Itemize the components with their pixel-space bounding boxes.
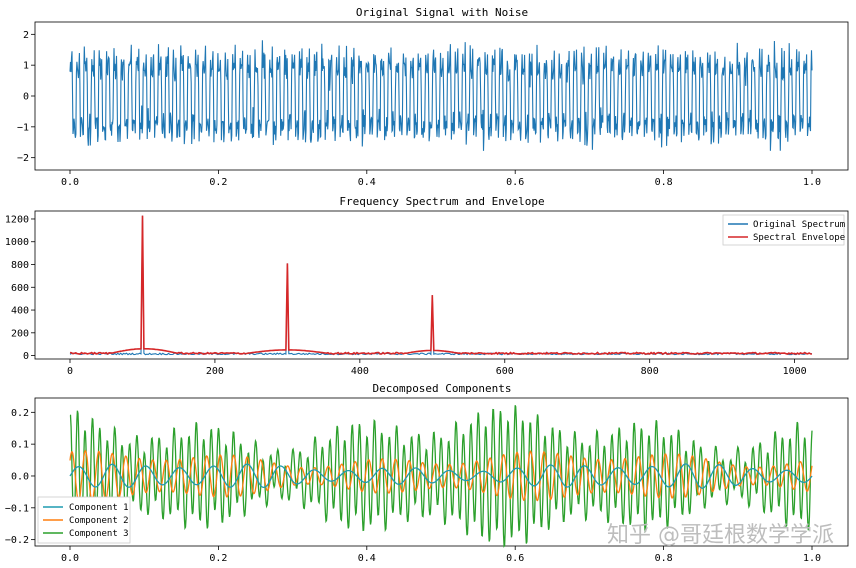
panel-original-signal: Original Signal with Noise 0.0 0.2 0.4 0.6 0… — [17, 6, 849, 188]
x-tick-label: 0.4 — [358, 177, 376, 188]
y-ticks: 1200 1000 800 600 400 200 0 — [5, 214, 35, 362]
y-ticks: 0.2 0.1 0.0 −0.1 −0.2 — [5, 408, 35, 546]
x-tick-label: 1.0 — [803, 177, 821, 188]
x-tick-label: 0.2 — [209, 553, 227, 564]
y-tick-label: −2 — [17, 153, 29, 164]
y-tick-label: 0.1 — [11, 440, 29, 451]
legend-label: Component 1 — [69, 503, 129, 513]
spectral-envelope-line — [69, 215, 813, 356]
component-1-line — [69, 463, 813, 489]
legend-label: Component 2 — [69, 516, 129, 526]
x-tick-label: 400 — [351, 366, 369, 377]
legend: Original Spectrum Spectral Envelope — [722, 214, 845, 246]
plot-frame — [34, 21, 849, 171]
x-tick-label: 600 — [496, 366, 514, 377]
original-spectrum-line — [69, 215, 813, 356]
y-tick-label: 0 — [23, 351, 29, 362]
x-ticks: 0 200 400 600 800 1000 — [67, 359, 807, 377]
watermark: 知乎 @哥廷根数学学派 — [607, 523, 834, 548]
x-tick-label: 0.4 — [358, 553, 376, 564]
y-ticks: 2 1 0 −1 −2 — [17, 30, 35, 164]
legend-box — [722, 214, 845, 246]
panel-title: Decomposed Components — [372, 382, 511, 395]
component-3-line — [69, 405, 813, 548]
component-series — [69, 405, 813, 548]
legend: Component 1 Component 2 Component 3 — [37, 496, 131, 544]
plot-frame — [34, 397, 849, 547]
panel-frequency-spectrum: Frequency Spectrum and Envelope 0 200 400 6… — [5, 195, 849, 377]
y-tick-label: −0.2 — [5, 535, 29, 546]
x-tick-label: 0.0 — [61, 553, 79, 564]
x-tick-label: 0.6 — [506, 553, 524, 564]
x-tick-label: 1000 — [783, 366, 807, 377]
y-tick-label: −0.1 — [5, 503, 29, 514]
legend-label: Component 3 — [69, 529, 129, 539]
x-ticks: 0.0 0.2 0.4 0.6 0.8 1.0 — [61, 170, 821, 188]
x-tick-label: 0.6 — [506, 177, 524, 188]
legend-label: Spectral Envelope — [753, 233, 845, 243]
x-tick-label: 800 — [641, 366, 659, 377]
legend-label: Original Spectrum — [753, 220, 845, 230]
x-ticks: 0.0 0.2 0.4 0.6 0.8 1.0 — [61, 546, 821, 564]
y-tick-label: 1000 — [5, 237, 29, 248]
signal-line — [69, 40, 813, 151]
y-tick-label: −1 — [17, 122, 29, 133]
component-2-line — [69, 449, 813, 502]
panel-title: Frequency Spectrum and Envelope — [339, 195, 544, 208]
x-tick-label: 0 — [67, 366, 73, 377]
panel-title: Original Signal with Noise — [356, 6, 528, 19]
y-tick-label: 0.2 — [11, 408, 29, 419]
y-tick-label: 2 — [23, 30, 29, 41]
y-tick-label: 0 — [23, 92, 29, 103]
y-tick-label: 1200 — [5, 214, 29, 225]
y-tick-label: 400 — [11, 306, 29, 317]
spectrum-series — [69, 215, 813, 356]
y-tick-label: 200 — [11, 328, 29, 339]
x-tick-label: 0.0 — [61, 177, 79, 188]
signal-series — [69, 40, 813, 151]
y-tick-label: 0.0 — [11, 471, 29, 482]
x-tick-label: 0.8 — [655, 177, 673, 188]
x-tick-label: 0.2 — [209, 177, 227, 188]
x-tick-label: 1.0 — [803, 553, 821, 564]
y-tick-label: 600 — [11, 283, 29, 294]
y-tick-label: 1 — [23, 61, 29, 72]
x-tick-label: 200 — [206, 366, 224, 377]
plot-frame — [34, 210, 849, 360]
panel-decomposed-components: Decomposed Components 0.0 0.2 0.4 0.6 0.8 1.0… — [5, 382, 849, 564]
x-tick-label: 0.8 — [655, 553, 673, 564]
y-tick-label: 800 — [11, 260, 29, 271]
